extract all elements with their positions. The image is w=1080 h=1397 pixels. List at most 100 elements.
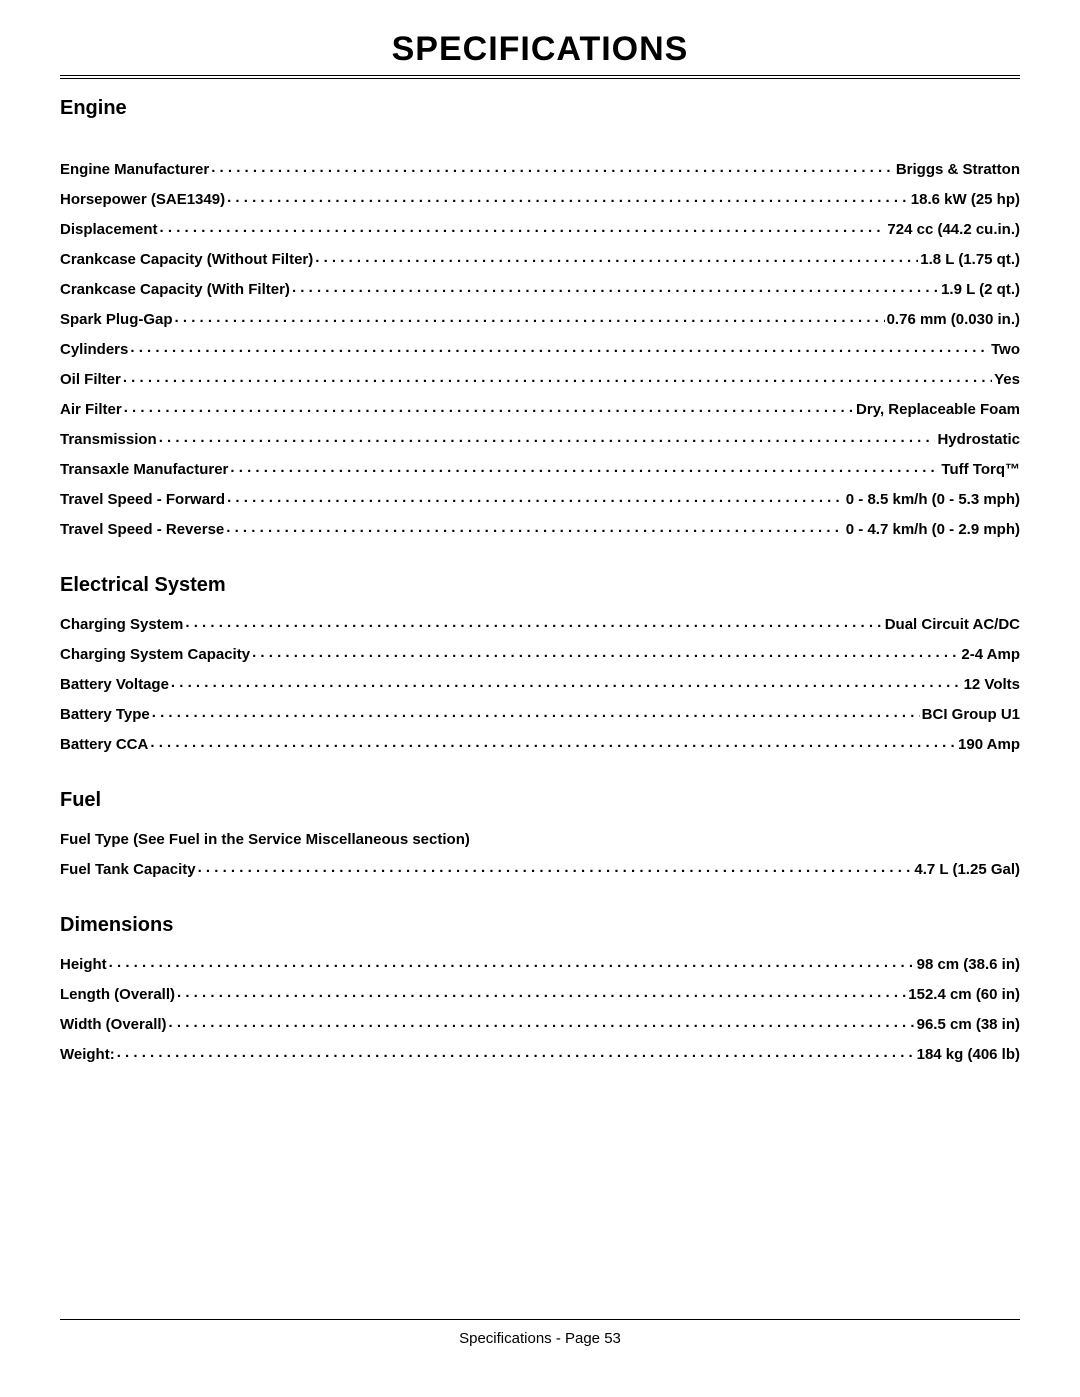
dot-leader xyxy=(227,489,844,504)
page-title: SPECIFICATIONS xyxy=(60,30,1020,69)
page: SPECIFICATIONS Engine Engine Manufacturer… xyxy=(0,0,1080,1397)
dot-leader xyxy=(230,459,939,474)
spec-row: Displacement 724 cc (44.2 cu.in.) xyxy=(60,214,1020,244)
spec-row: Crankcase Capacity (Without Filter) 1.8 … xyxy=(60,244,1020,274)
spec-value: 0 - 8.5 km/h (0 - 5.3 mph) xyxy=(846,491,1020,508)
spec-label: Cylinders xyxy=(60,341,128,358)
spec-label: Fuel Tank Capacity xyxy=(60,861,196,878)
dot-leader xyxy=(152,704,920,719)
spec-label: Crankcase Capacity (With Filter) xyxy=(60,281,290,298)
spec-label: Battery CCA xyxy=(60,736,148,753)
dot-leader xyxy=(159,429,936,444)
spec-label: Air Filter xyxy=(60,401,122,418)
spec-row: Length (Overall) 152.4 cm (60 in) xyxy=(60,979,1020,1009)
spec-value: 12 Volts xyxy=(964,676,1020,693)
dot-leader xyxy=(124,399,854,414)
spec-label: Height xyxy=(60,956,107,973)
spec-label: Length (Overall) xyxy=(60,986,175,1003)
spec-label: Weight: xyxy=(60,1046,115,1063)
spec-value: Hydrostatic xyxy=(937,431,1020,448)
spec-label: Crankcase Capacity (Without Filter) xyxy=(60,251,313,268)
spec-label: Engine Manufacturer xyxy=(60,161,209,178)
section-heading: Engine xyxy=(60,97,1020,120)
dot-leader xyxy=(252,644,959,659)
spec-row: Horsepower (SAE1349)18.6 kW (25 hp) xyxy=(60,184,1020,214)
footer-rule xyxy=(60,1319,1020,1320)
spec-row: Cylinders Two xyxy=(60,334,1020,364)
spec-value: 2-4 Amp xyxy=(961,646,1020,663)
spec-value: 152.4 cm (60 in) xyxy=(908,986,1020,1003)
spec-row: Crankcase Capacity (With Filter) 1.9 L (2… xyxy=(60,274,1020,304)
spec-label: Transmission xyxy=(60,431,157,448)
dot-leader xyxy=(185,614,882,629)
spec-value: 4.7 L (1.25 Gal) xyxy=(914,861,1020,878)
spec-label: Charging System xyxy=(60,616,183,633)
sections-container: Engine Engine Manufacturer Briggs & Stratt… xyxy=(60,97,1020,1069)
dot-leader xyxy=(130,339,989,354)
spec-value: 98 cm (38.6 in) xyxy=(917,956,1020,973)
spec-label: Width (Overall) xyxy=(60,1016,167,1033)
spec-row: Transaxle Manufacturer Tuff Torq™ xyxy=(60,454,1020,484)
page-footer: Specifications - Page 53 xyxy=(60,1319,1020,1347)
spec-value: Briggs & Stratton xyxy=(896,161,1020,178)
spec-label: Charging System Capacity xyxy=(60,646,250,663)
spec-label: Battery Voltage xyxy=(60,676,169,693)
spec-row: Fuel Tank Capacity 4.7 L (1.25 Gal) xyxy=(60,854,1020,884)
spec-row: Charging System Dual Circuit AC/DC xyxy=(60,609,1020,639)
dot-leader xyxy=(169,1014,915,1029)
spec-row: Battery CCA190 Amp xyxy=(60,729,1020,759)
spec-label: Horsepower (SAE1349) xyxy=(60,191,225,208)
spec-value: 0.76 mm (0.030 in.) xyxy=(887,311,1020,328)
dot-leader xyxy=(150,734,956,749)
title-rule xyxy=(60,75,1020,79)
spec-row: Battery Type BCI Group U1 xyxy=(60,699,1020,729)
spec-section: Fuel Fuel Type (See Fuel in the Service M… xyxy=(60,789,1020,884)
spec-value: Yes xyxy=(994,371,1020,388)
dot-leader xyxy=(177,984,906,999)
spec-value: Two xyxy=(991,341,1020,358)
spec-row: Weight: 184 kg (406 lb) xyxy=(60,1039,1020,1069)
section-heading: Dimensions xyxy=(60,914,1020,937)
spec-label: Fuel Type (See Fuel in the Service Misce… xyxy=(60,831,470,848)
spec-value: 1.8 L (1.75 qt.) xyxy=(920,251,1020,268)
spec-row: Travel Speed - Reverse 0 - 4.7 km/h (0 - … xyxy=(60,514,1020,544)
spec-row: Engine Manufacturer Briggs & Stratton xyxy=(60,154,1020,184)
spec-row: Width (Overall) 96.5 cm (38 in) xyxy=(60,1009,1020,1039)
spec-label: Spark Plug-Gap xyxy=(60,311,173,328)
spec-value: 724 cc (44.2 cu.in.) xyxy=(887,221,1020,238)
spec-label: Travel Speed - Reverse xyxy=(60,521,224,538)
spec-value: Dry, Replaceable Foam xyxy=(856,401,1020,418)
spec-value: BCI Group U1 xyxy=(922,706,1020,723)
footer-text: Specifications - Page 53 xyxy=(60,1330,1020,1347)
dot-leader xyxy=(315,249,918,264)
spec-label: Battery Type xyxy=(60,706,150,723)
spec-section: Dimensions Height 98 cm (38.6 in) Length (… xyxy=(60,914,1020,1069)
spec-value: 1.9 L (2 qt.) xyxy=(941,281,1020,298)
spec-row: Travel Speed - Forward 0 - 8.5 km/h (0 -… xyxy=(60,484,1020,514)
dot-leader xyxy=(171,674,962,689)
dot-leader xyxy=(175,309,885,324)
spec-row: Oil Filter Yes xyxy=(60,364,1020,394)
dot-leader xyxy=(160,219,886,234)
spec-row: Air Filter Dry, Replaceable Foam xyxy=(60,394,1020,424)
section-heading: Fuel xyxy=(60,789,1020,812)
dot-leader xyxy=(211,159,894,174)
spec-label: Oil Filter xyxy=(60,371,121,388)
spec-value: 184 kg (406 lb) xyxy=(917,1046,1020,1063)
dot-leader xyxy=(109,954,915,969)
dot-leader xyxy=(226,519,844,534)
spec-value: Dual Circuit AC/DC xyxy=(885,616,1020,633)
spec-row: Spark Plug-Gap 0.76 mm (0.030 in.) xyxy=(60,304,1020,334)
spec-label: Displacement xyxy=(60,221,158,238)
dot-leader xyxy=(198,859,913,874)
spec-section: Electrical System Charging System Dual Ci… xyxy=(60,574,1020,759)
spec-value: 96.5 cm (38 in) xyxy=(917,1016,1020,1033)
spec-row: Transmission Hydrostatic xyxy=(60,424,1020,454)
dot-leader xyxy=(472,829,1018,844)
dot-leader xyxy=(292,279,939,294)
spec-value: Tuff Torq™ xyxy=(941,461,1020,478)
spec-row: Charging System Capacity 2-4 Amp xyxy=(60,639,1020,669)
section-heading: Electrical System xyxy=(60,574,1020,597)
spec-row: Battery Voltage 12 Volts xyxy=(60,669,1020,699)
spec-value: 0 - 4.7 km/h (0 - 2.9 mph) xyxy=(846,521,1020,538)
